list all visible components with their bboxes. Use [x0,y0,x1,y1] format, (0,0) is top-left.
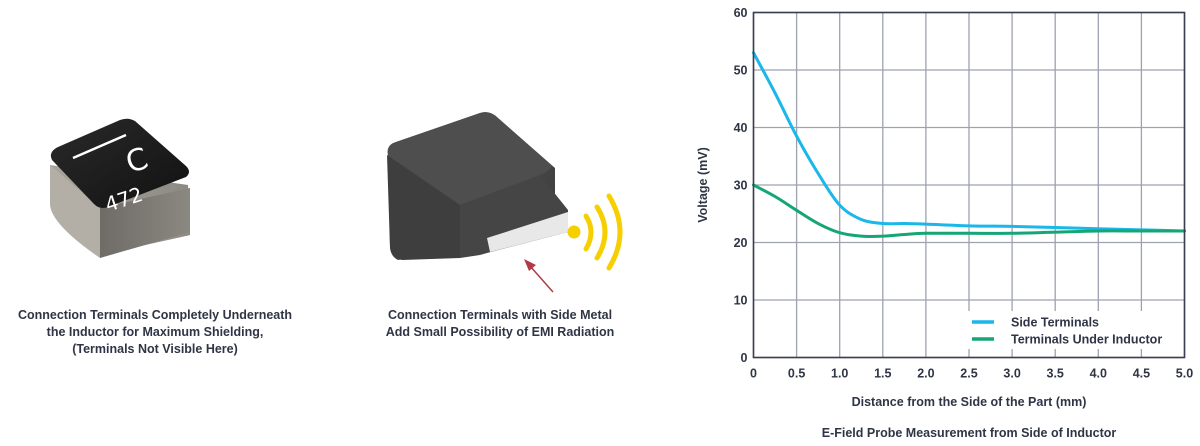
left-caption: Connection Terminals Completely Undernea… [0,307,310,358]
voltage-chart: 0 0.5 1.0 1.5 2.0 2.5 3.0 3.5 4.0 4.5 5.0 0 10 20 30 4… [696,6,1193,440]
side-terminal [487,212,568,252]
x-tick-label: 4.5 [1133,367,1150,381]
y-tick-label: 10 [734,294,748,308]
caption-line: the Inductor for Maximum Shielding, [46,325,264,339]
legend-label-side-terminals: Side Terminals [1011,316,1099,330]
x-tick-label: 2.5 [960,367,977,381]
caption-line: (Terminals Not Visible Here) [72,342,238,356]
inductor-side-terminal-image [387,112,568,260]
y-tick-labels: 0 10 20 30 40 50 60 [734,6,748,365]
x-tick-label: 0 [750,367,757,381]
x-tick-label: 3.0 [1003,367,1020,381]
x-axis-label: Distance from the Side of the Part (mm) [852,395,1087,409]
chart-title: E-Field Probe Measurement from Side of I… [822,426,1117,440]
radiation-wave-icon [567,193,623,271]
x-tick-label: 1.0 [831,367,848,381]
series-line-side-terminals [752,51,1186,233]
x-tick-label: 1.5 [874,367,891,381]
arrow-icon [524,259,554,293]
x-tick-label: 5.0 [1176,367,1193,381]
y-tick-label: 0 [741,351,748,365]
legend: Side Terminals Terminals Under Inductor [968,311,1183,349]
series-line-terminals-under-inductor [752,183,1186,239]
x-tick-label: 2.0 [917,367,934,381]
caption-line: Connection Terminals with Side Metal [387,308,613,322]
marking-bar [72,133,127,160]
y-axis-label: Voltage (mV) [696,147,710,222]
y-tick-label: 30 [734,179,748,193]
plot-frame [752,11,1186,359]
caption-line: Connection Terminals Completely Undernea… [17,308,293,322]
right-caption: Connection Terminals with Side Metal Add… [360,307,640,341]
x-tick-label: 4.0 [1090,367,1107,381]
grid [752,11,1186,359]
y-tick-label: 40 [734,121,748,135]
y-tick-label: 60 [734,6,748,20]
inductor-shielded-image: C 472 [50,118,190,258]
y-tick-label: 50 [734,64,748,78]
x-tick-labels: 0 0.5 1.0 1.5 2.0 2.5 3.0 3.5 4.0 4.5 5.0 [750,367,1193,381]
series-lines [752,51,1186,239]
caption-line: Add Small Possibility of EMI Radiation [385,325,615,339]
x-tick-label: 3.5 [1047,367,1064,381]
legend-label-terminals-under: Terminals Under Inductor [1011,333,1162,347]
y-tick-label: 20 [734,236,748,250]
x-tick-label: 0.5 [788,367,805,381]
